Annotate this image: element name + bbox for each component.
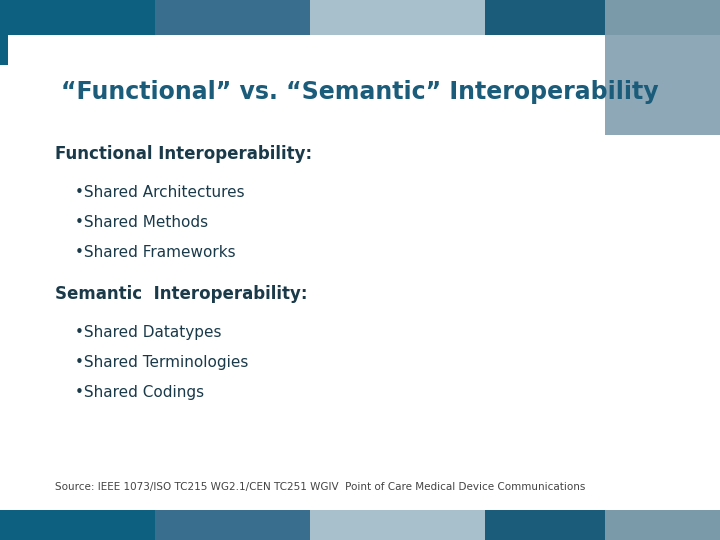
Text: •Shared Frameworks: •Shared Frameworks	[75, 245, 235, 260]
Text: •Shared Methods: •Shared Methods	[75, 215, 208, 230]
Text: •Shared Architectures: •Shared Architectures	[75, 185, 245, 200]
Bar	[485, 510, 605, 540]
Bar	[605, 35, 720, 135]
Bar	[0, 510, 155, 540]
Bar	[485, 0, 605, 35]
Text: •Shared Terminologies: •Shared Terminologies	[75, 355, 248, 370]
Text: Source: IEEE 1073/ISO TC215 WG2.1/CEN TC251 WGIV  Point of Care Medical Device C: Source: IEEE 1073/ISO TC215 WG2.1/CEN TC…	[55, 482, 585, 492]
Bar	[155, 0, 310, 35]
Bar	[605, 510, 720, 540]
Bar	[155, 510, 310, 540]
Text: •Shared Datatypes: •Shared Datatypes	[75, 325, 222, 340]
Bar	[0, 0, 155, 35]
Text: “Functional” vs. “Semantic” Interoperability: “Functional” vs. “Semantic” Interoperabi…	[61, 80, 659, 104]
Bar	[310, 510, 485, 540]
Bar	[605, 0, 720, 35]
Bar	[310, 0, 485, 35]
Bar	[0, 35, 8, 65]
Text: Semantic  Interoperability:: Semantic Interoperability:	[55, 285, 307, 303]
Text: Functional Interoperability:: Functional Interoperability:	[55, 145, 312, 163]
Text: •Shared Codings: •Shared Codings	[75, 385, 204, 400]
